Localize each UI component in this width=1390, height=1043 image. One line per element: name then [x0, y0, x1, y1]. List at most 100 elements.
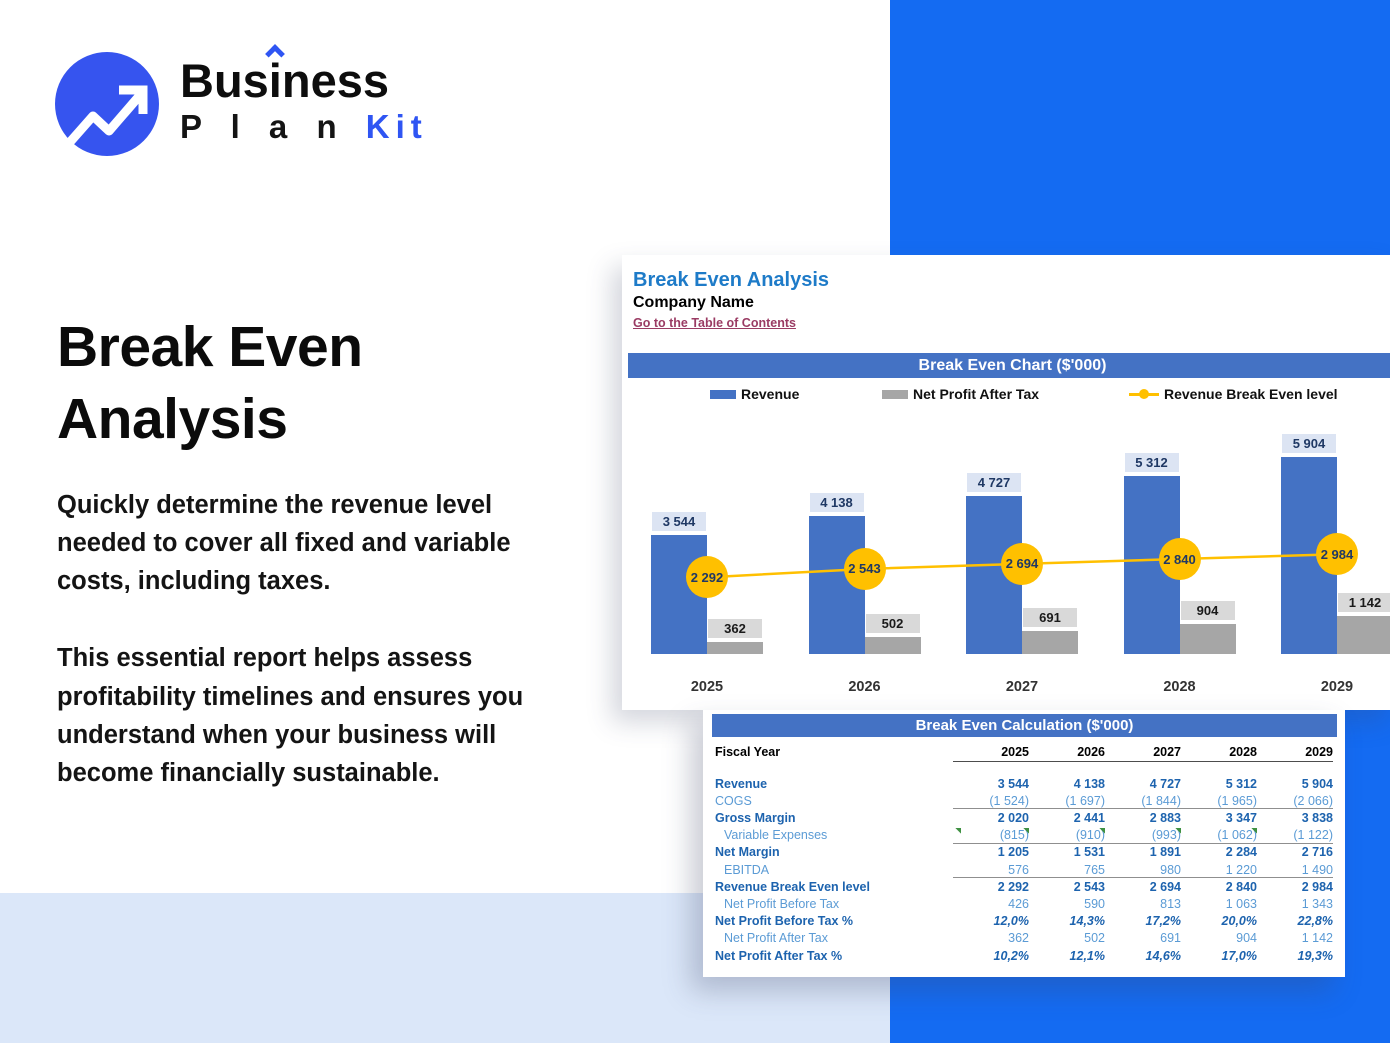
table-row: Net Margin 1 205 1 531 1 891 2 284 2 716 — [703, 844, 1345, 861]
row-value-cell: 22,8% — [1297, 914, 1333, 929]
row-value-cell: 14,3% — [1069, 914, 1105, 929]
hero-paragraph-1: Quickly determine the revenue level need… — [57, 490, 511, 596]
page-title: Break Even Analysis — [57, 315, 363, 451]
row-value-cell: (2 066) — [1293, 793, 1333, 808]
revenue-swatch-icon — [710, 389, 736, 399]
brand-name-business: Busi ness — [180, 44, 428, 105]
row-value-cell: 1 531 — [1073, 845, 1105, 860]
table-row: Variable Expenses (815) (910) (993) (1 062) (… — [703, 827, 1345, 844]
row-value-cell: (1 844) — [1141, 793, 1181, 808]
row-value-cell: 691 — [1160, 931, 1181, 946]
x-axis-year-label: 2029 — [1320, 679, 1354, 695]
table-of-contents-link[interactable]: Go to the Table of Contents — [633, 316, 796, 330]
row-value-cell: 5 904 — [1301, 776, 1333, 791]
row-separator — [953, 842, 1333, 844]
hero-paragraph-2: This essential report helps assess profi… — [57, 644, 524, 788]
row-value-cell: 2 694 — [1149, 879, 1181, 894]
table-row: COGS (1 524) (1 697) (1 844) (1 965) (2 066) — [703, 792, 1345, 810]
brand-plan: P l a n — [180, 108, 347, 146]
spreadsheet-table-card: Break Even Calculation ($'000) Fiscal Ye… — [703, 710, 1345, 977]
brand-name-plan-kit: P l a n Kit — [180, 108, 428, 146]
fiscal-year-row: Fiscal Year 2025 2026 2027 2028 2029 — [703, 743, 1345, 762]
row-label: Variable Expenses — [724, 828, 828, 843]
x-axis-year-label: 2027 — [1005, 679, 1039, 695]
net-profit-value-label: 362 — [708, 618, 762, 638]
brand-wordmark: Busi ness P l a n Kit — [180, 44, 428, 146]
legend-item-revenue: Revenue — [710, 385, 799, 403]
table-row: Net Profit After Tax 362 502 691 904 1 142 — [703, 930, 1345, 947]
revenue-value-label: 4 727 — [967, 472, 1021, 492]
row-label: Net Profit After Tax — [724, 931, 828, 946]
table-row: Net Profit Before Tax % 12,0% 14,3% 17,2% 20… — [703, 913, 1345, 930]
table-row: Revenue 3 544 4 138 4 727 5 312 5 904 — [703, 775, 1345, 792]
row-value-cell: 1 063 — [1225, 896, 1257, 911]
brand-logo-icon — [55, 52, 159, 156]
row-value-cell: 2 984 — [1301, 879, 1333, 894]
x-axis-year-label: 2025 — [690, 679, 724, 695]
row-value-cell: (1 524) — [989, 793, 1029, 808]
break-even-marker: 2 984 — [1316, 533, 1358, 576]
legend-item-net-profit: Net Profit After Tax — [882, 385, 1039, 403]
revenue-value-label: 5 904 — [1282, 433, 1336, 453]
fiscal-year-underline — [953, 761, 1333, 762]
fiscal-year-cell: 2026 — [1077, 744, 1105, 759]
break-even-marker: 2 840 — [1158, 538, 1201, 581]
row-value-cell: 12,0% — [993, 914, 1029, 929]
row-value-cell: 2 543 — [1073, 879, 1105, 894]
row-label: Revenue — [715, 776, 768, 791]
row-value-cell: 4 727 — [1149, 776, 1181, 791]
row-value-cell: 2 840 — [1225, 879, 1257, 894]
x-axis-year-label: 2026 — [848, 679, 881, 695]
revenue-value-label: 5 312 — [1124, 453, 1179, 473]
comment-flag-icon — [955, 827, 961, 834]
hero-section: Break Even Analysis Quickly determine the… — [57, 312, 567, 792]
row-label: COGS — [715, 793, 752, 808]
row-value-cell: (815) — [999, 828, 1029, 843]
net-profit-swatch-icon — [882, 389, 908, 399]
fiscal-year-label: Fiscal Year — [715, 744, 781, 759]
break-even-marker: 2 694 — [1001, 542, 1043, 585]
row-value-cell: 2 883 — [1149, 810, 1181, 825]
row-separator — [953, 808, 1333, 810]
company-name: Company Name — [633, 294, 754, 311]
net-profit-value-label: 1 142 — [1338, 592, 1390, 612]
row-value-cell: 1 142 — [1301, 931, 1333, 946]
row-value-cell: 12,1% — [1069, 948, 1105, 963]
spreadsheet-chart-card: Break Even Analysis Company Name Go to t… — [622, 255, 1390, 710]
row-separator — [953, 877, 1333, 878]
row-value-cell: (1 697) — [1065, 793, 1105, 808]
row-label: Net Profit Before Tax % — [715, 914, 853, 929]
row-value-cell: 1 343 — [1301, 896, 1333, 911]
row-label: Gross Margin — [715, 810, 796, 825]
row-value-cell: (993) — [1151, 828, 1181, 843]
row-value-cell: 362 — [1008, 931, 1029, 946]
net-profit-bar — [707, 641, 763, 654]
fiscal-year-cell: 2029 — [1305, 744, 1333, 759]
row-value-cell: (1 965) — [1217, 793, 1257, 808]
brand-kit: Kit — [365, 108, 428, 146]
row-value-cell: 3 544 — [997, 776, 1029, 791]
row-value-cell: 1 891 — [1149, 845, 1181, 860]
fiscal-year-cell: 2025 — [1001, 744, 1029, 759]
table-row: Net Profit After Tax % 10,2% 12,1% 14,6% 17,… — [703, 947, 1345, 964]
net-profit-value-label: 691 — [1023, 607, 1077, 627]
row-label: Net Margin — [715, 845, 780, 860]
row-value-cell: 2 292 — [997, 879, 1029, 894]
comment-flag-icon — [1099, 827, 1105, 834]
row-value-cell: 590 — [1084, 896, 1105, 911]
row-value-cell: 5 312 — [1225, 776, 1257, 791]
net-profit-bar — [864, 637, 921, 654]
revenue-value-label: 3 544 — [652, 512, 706, 532]
row-value-cell: 426 — [1008, 896, 1029, 911]
x-axis-year-label: 2028 — [1163, 679, 1196, 695]
table-row: EBITDA 576 765 980 1 220 1 490 — [703, 861, 1345, 878]
row-value-cell: 3 838 — [1301, 810, 1333, 825]
row-value-cell: 904 — [1236, 931, 1257, 946]
row-label: Net Profit Before Tax — [724, 896, 840, 911]
row-value-cell: (1 062) — [1217, 828, 1257, 843]
legend-label: Revenue — [741, 386, 800, 402]
row-value-cell: 502 — [1084, 931, 1105, 946]
row-value-cell: (910) — [1075, 828, 1105, 843]
break-even-marker: 2 292 — [686, 556, 728, 599]
